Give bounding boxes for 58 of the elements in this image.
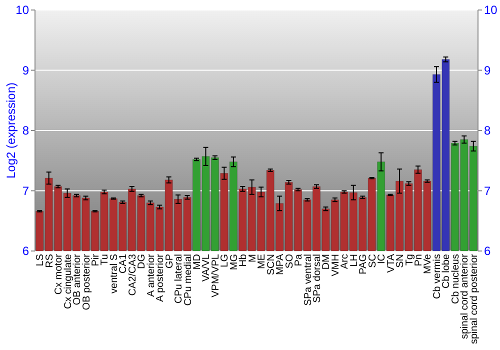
x-tick-label: MVe	[422, 254, 434, 274]
x-tick-label: OB anterior	[72, 253, 84, 306]
x-tick-label: SN	[395, 254, 406, 268]
y2-tick-label: 8	[484, 124, 491, 138]
x-tick-label: Tg	[404, 254, 416, 266]
x-tick-label: SC	[367, 254, 378, 268]
y-tick-label: 10	[16, 3, 30, 18]
x-tick-label: VPM/VPL	[210, 254, 222, 298]
x-tick-label: PAG	[358, 254, 370, 274]
x-tick-label: Cb lobe	[441, 254, 452, 288]
x-tick-label: DM	[321, 254, 332, 270]
x-tick-label: CA2/CA3	[127, 254, 138, 296]
y-tick-label: 9	[22, 63, 30, 78]
x-tick-label: SO	[284, 254, 296, 268]
y-tick-label: 7	[22, 184, 30, 198]
x-tick-label: Pa	[294, 254, 305, 266]
x-tick-label: spinal cord posterior	[468, 253, 480, 344]
x-tick-label: spinal cord anterior	[460, 253, 471, 340]
x-tick-label: SCN	[266, 254, 277, 276]
y2-tick-label: 9	[484, 63, 491, 78]
x-tick-label: A posterior	[155, 253, 166, 302]
x-tick-label: VTA	[386, 254, 397, 273]
x-tick-label: VMH	[330, 254, 342, 276]
x-tick-label: CPu medial	[182, 254, 194, 306]
x-tick-label: MG	[228, 254, 240, 270]
x-tick-label: Cb vermis	[432, 254, 443, 300]
y2-tick-label: 10	[484, 3, 498, 18]
x-tick-label: DG	[136, 254, 148, 269]
x-tick-label: LG	[220, 254, 231, 268]
x-tick-label: Arc	[340, 254, 351, 269]
x-tick-label: Cb nucleus	[450, 254, 462, 304]
x-tick-label: CA1	[118, 254, 130, 274]
x-tick-label: MPA	[275, 254, 286, 275]
x-tick-label: SPa ventral	[302, 254, 314, 306]
y-tick-label: 6	[22, 244, 30, 258]
x-tick-label: VA/VL	[201, 254, 212, 282]
x-tick-label: Pn	[414, 254, 425, 266]
y2-tick-label: 6	[484, 244, 491, 258]
x-tick-label: M	[247, 254, 258, 262]
y2-tick-label: 7	[484, 184, 491, 198]
x-tick-label: OB posterior	[81, 253, 92, 310]
x-tick-label: CPu lateral	[174, 254, 185, 304]
x-tick-label: Hb	[238, 254, 250, 267]
y-tick-label: 8	[22, 124, 30, 138]
x-tick-label: Tu	[100, 254, 111, 266]
x-tick-label: A anterior	[146, 253, 157, 297]
x-tick-label: Cx motor	[54, 253, 65, 295]
x-tick-label: SPa dorsal	[312, 254, 323, 303]
x-tick-label: Pir	[90, 253, 102, 266]
x-tick-label: ME	[256, 254, 268, 269]
x-tick-label: Cx cingulate	[62, 254, 74, 310]
x-tick-label: LS	[35, 254, 46, 266]
x-tick-label: IC	[376, 254, 388, 264]
y-axis-title: Log2 (expression)	[4, 82, 18, 179]
x-tick-label: GP	[164, 254, 176, 268]
x-tick-label: ventral S	[108, 254, 120, 294]
x-tick-label: LH	[348, 254, 360, 267]
x-tick-label: RS	[44, 254, 56, 268]
